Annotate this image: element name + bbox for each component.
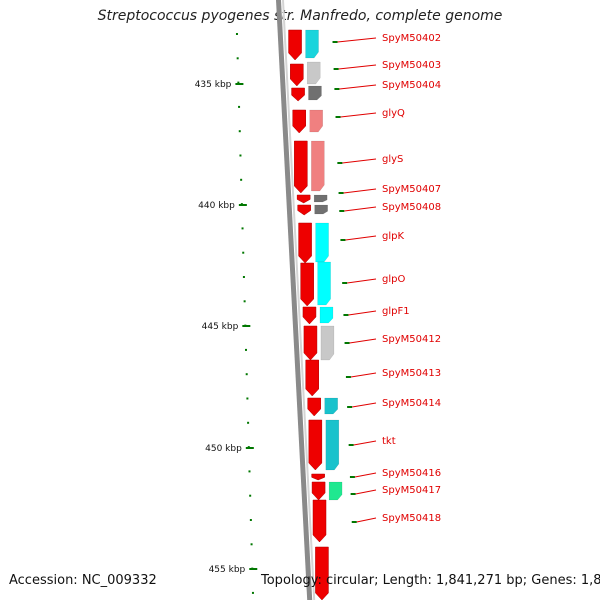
feature-block (313, 194, 328, 203)
tick-label: 450 kbp (205, 444, 242, 454)
feature-block (320, 325, 335, 361)
genome-title: Streptococcus pyogenes str. Manfredo, co… (97, 8, 503, 24)
feature-block (317, 261, 331, 306)
cds-arrow (307, 397, 321, 417)
backbone-line (276, 0, 313, 600)
feature-leader-line (342, 158, 377, 164)
feature-leader-line (345, 235, 377, 241)
feature-block (328, 481, 343, 501)
feature-label-spym50408[interactable]: SpyM50408 (382, 202, 441, 213)
feature-label-spym50413[interactable]: SpyM50413 (382, 368, 441, 379)
cds-arrow (296, 194, 311, 204)
feature-label-spym50402[interactable]: SpyM50402 (382, 33, 441, 44)
feature-leader-line (354, 472, 377, 478)
feature-label-spym50418[interactable]: SpyM50418 (382, 513, 441, 524)
tick-label: 455 kbp (209, 565, 246, 575)
backbone-shadow (282, 0, 316, 600)
feature-leader-line (348, 310, 377, 316)
feature-label-spym50412[interactable]: SpyM50412 (382, 334, 441, 345)
accession-text: Accession: NC_009332 (9, 573, 157, 588)
cds-arrow (288, 29, 302, 61)
feature-block (311, 140, 325, 192)
feature-label-glpf1[interactable]: glpF1 (382, 306, 410, 317)
feature-block (305, 29, 319, 59)
feature-label-glyq[interactable]: glyQ (382, 108, 405, 119)
feature-block (319, 306, 334, 324)
feature-label-spym50403[interactable]: SpyM50403 (382, 60, 441, 71)
cds-arrow (302, 306, 317, 325)
cds-arrow (312, 499, 327, 543)
cds-arrow (291, 87, 305, 102)
feature-block (308, 85, 322, 101)
feature-leader-line (337, 37, 377, 43)
feature-label-spym50417[interactable]: SpyM50417 (382, 485, 441, 496)
feature-label-spym50414[interactable]: SpyM50414 (382, 398, 441, 409)
cds-arrow (303, 325, 318, 361)
tick-label: 440 kbp (198, 201, 235, 211)
feature-leader-line (344, 206, 377, 212)
cds-arrow (315, 546, 329, 600)
feature-label-spym50404[interactable]: SpyM50404 (382, 80, 441, 91)
cds-arrow (305, 359, 319, 397)
feature-block (325, 419, 340, 471)
feature-leader-line (355, 489, 377, 495)
cds-track (288, 29, 329, 600)
feature-label-spym50407[interactable]: SpyM50407 (382, 184, 441, 195)
feature-block (314, 204, 328, 215)
cds-arrow (297, 204, 311, 216)
feature-block (324, 397, 338, 415)
position-ticks: 435 kbp 440 kbp 445 kbp 450 kbp 455 kbp (195, 33, 258, 594)
feature-leader-line (338, 64, 377, 70)
feature-leader-line (349, 338, 377, 344)
cds-arrow (311, 473, 325, 481)
genome-info-text: Topology: circular; Length: 1,841,271 bp… (261, 573, 600, 588)
feature-label-glys[interactable]: glyS (382, 154, 403, 165)
feature-label-glpk[interactable]: glpK (382, 231, 404, 242)
cds-arrow (292, 109, 306, 134)
feature-leader-line (347, 278, 377, 284)
cds-arrow (308, 419, 323, 471)
cds-arrow (294, 140, 308, 194)
feature-labels: SpyM50402 SpyM50403 SpyM50404 glyQ glyS SpyM5… (332, 33, 441, 524)
cds-arrow (298, 222, 312, 264)
genome-backbone (276, 0, 316, 600)
feature-leader-line (352, 402, 377, 408)
feature-track (305, 29, 343, 501)
feature-leader-line (340, 112, 377, 118)
tick-label: 435 kbp (195, 80, 232, 90)
feature-label-tkt[interactable]: tkt (382, 436, 396, 447)
feature-label-glpo[interactable]: glpO (382, 274, 405, 285)
feature-leader-line (356, 517, 377, 523)
feature-label-spym50416[interactable]: SpyM50416 (382, 468, 441, 479)
feature-leader-line (343, 188, 377, 194)
feature-leader-line (350, 372, 377, 378)
feature-block (309, 109, 323, 133)
cds-arrow (300, 262, 314, 307)
cds-arrow (290, 63, 304, 87)
feature-block (306, 61, 321, 85)
cds-arrow (311, 481, 326, 501)
feature-block (315, 222, 329, 263)
feature-leader-line (353, 440, 377, 446)
tick-label: 445 kbp (202, 322, 239, 332)
feature-leader-line (339, 84, 377, 90)
